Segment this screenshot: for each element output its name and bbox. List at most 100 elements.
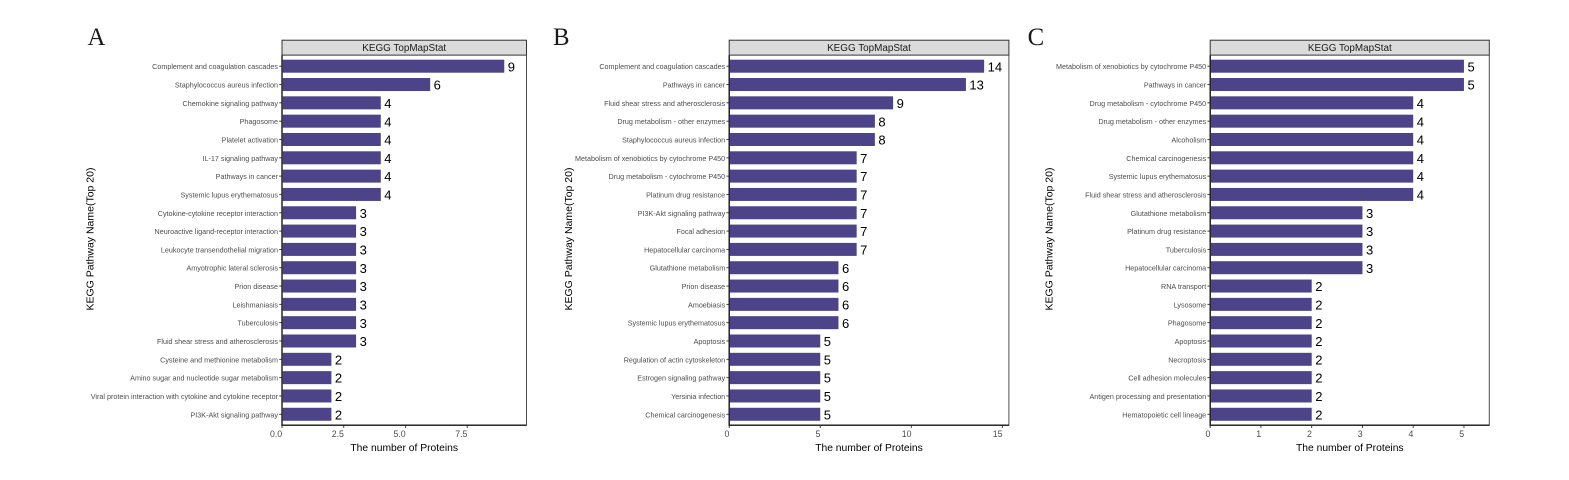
svg-text:2: 2 [335, 389, 342, 404]
svg-text:9: 9 [508, 59, 515, 74]
svg-text:Platinum drug resistance: Platinum drug resistance [1127, 227, 1206, 236]
svg-text:Tuberculosis: Tuberculosis [238, 319, 279, 328]
svg-text:Drug metabolism - other enzyme: Drug metabolism - other enzymes [617, 117, 725, 126]
svg-text:Prion disease: Prion disease [682, 282, 726, 291]
svg-text:5: 5 [816, 429, 821, 439]
svg-text:5: 5 [824, 334, 831, 349]
svg-text:Cytokine-cytokine receptor int: Cytokine-cytokine receptor interaction [158, 209, 278, 218]
svg-text:Pathways in cancer: Pathways in cancer [663, 81, 726, 90]
svg-text:2: 2 [1315, 297, 1322, 312]
svg-text:14: 14 [988, 59, 1002, 74]
svg-text:Phagosome: Phagosome [1168, 319, 1206, 328]
svg-text:Regulation of actin cytoskelet: Regulation of actin cytoskeleton [624, 355, 726, 364]
svg-text:3: 3 [1366, 243, 1373, 258]
svg-text:KEGG TopMapStat: KEGG TopMapStat [1308, 43, 1392, 54]
svg-text:4: 4 [1417, 169, 1424, 184]
svg-text:2.5: 2.5 [332, 429, 344, 439]
svg-text:Glutathione metabolism: Glutathione metabolism [1131, 209, 1207, 218]
svg-text:0: 0 [1205, 429, 1210, 439]
svg-text:KEGG TopMapStat: KEGG TopMapStat [362, 43, 446, 54]
svg-text:2: 2 [1315, 371, 1322, 386]
svg-text:B: B [553, 24, 570, 51]
svg-text:Amoebiasis: Amoebiasis [688, 300, 726, 309]
svg-text:PI3K-Akt signaling pathway: PI3K-Akt signaling pathway [191, 410, 279, 419]
svg-text:Staphylococcus aureus infectio: Staphylococcus aureus infection [175, 81, 278, 90]
svg-text:Apoptosis: Apoptosis [694, 337, 726, 346]
svg-text:Tuberculosis: Tuberculosis [1166, 245, 1207, 254]
svg-text:Complement and coagulation cas: Complement and coagulation cascades [599, 62, 725, 71]
svg-text:2: 2 [335, 352, 342, 367]
svg-text:3: 3 [360, 243, 367, 258]
svg-text:Glutathione metabolism: Glutathione metabolism [650, 264, 726, 273]
svg-text:Chemical carcinogenesis: Chemical carcinogenesis [645, 410, 725, 419]
svg-text:3: 3 [360, 334, 367, 349]
svg-text:Systemic lupus erythematosus: Systemic lupus erythematosus [628, 319, 726, 328]
svg-text:Staphylococcus aureus infectio: Staphylococcus aureus infection [622, 135, 725, 144]
svg-text:7: 7 [860, 151, 867, 166]
svg-text:6: 6 [842, 316, 849, 331]
svg-text:Fluid shear stress and atheros: Fluid shear stress and atherosclerosis [1085, 190, 1206, 199]
svg-text:Fluid shear stress and atheros: Fluid shear stress and atherosclerosis [604, 99, 725, 108]
svg-text:2: 2 [1315, 352, 1322, 367]
svg-text:1: 1 [1256, 429, 1261, 439]
svg-text:4: 4 [1408, 429, 1413, 439]
svg-text:7: 7 [860, 224, 867, 239]
svg-text:5: 5 [824, 407, 831, 422]
svg-text:5: 5 [1467, 59, 1474, 74]
svg-text:Estrogen signaling pathway: Estrogen signaling pathway [637, 374, 725, 383]
svg-text:Cysteine and methionine metabo: Cysteine and methionine metabolism [160, 355, 278, 364]
svg-text:2: 2 [335, 407, 342, 422]
svg-text:Leishmaniasis: Leishmaniasis [232, 300, 278, 309]
svg-text:KEGG TopMapStat: KEGG TopMapStat [827, 43, 911, 54]
svg-text:Lysosome: Lysosome [1174, 300, 1207, 309]
svg-text:4: 4 [1417, 188, 1424, 203]
svg-text:Metabolism of xenobiotics by c: Metabolism of xenobiotics by cytochrome … [575, 154, 725, 163]
svg-text:3: 3 [360, 206, 367, 221]
svg-text:A: A [88, 24, 106, 51]
svg-text:IL-17 signaling pathway: IL-17 signaling pathway [202, 154, 278, 163]
svg-text:2: 2 [1315, 407, 1322, 422]
svg-text:Drug metabolism - cytochrome P: Drug metabolism - cytochrome P450 [1090, 99, 1207, 108]
svg-text:3: 3 [1366, 224, 1373, 239]
svg-text:Amyotrophic lateral sclerosis: Amyotrophic lateral sclerosis [187, 264, 279, 273]
svg-text:5: 5 [1467, 78, 1474, 93]
svg-text:9: 9 [897, 96, 904, 111]
svg-text:Neuroactive ligand-receptor in: Neuroactive ligand-receptor interaction [155, 227, 278, 236]
svg-text:8: 8 [878, 114, 885, 129]
svg-text:6: 6 [842, 261, 849, 276]
svg-text:Antigen processing and present: Antigen processing and presentation [1090, 392, 1207, 401]
svg-text:5: 5 [824, 389, 831, 404]
svg-text:3: 3 [1366, 206, 1373, 221]
svg-text:2: 2 [335, 371, 342, 386]
svg-text:Focal adhesion: Focal adhesion [676, 227, 725, 236]
svg-text:C: C [1028, 24, 1045, 51]
svg-text:Systemic lupus erythematosus: Systemic lupus erythematosus [1109, 172, 1207, 181]
svg-text:Hepatocellular carcinoma: Hepatocellular carcinoma [1125, 264, 1206, 273]
svg-text:Hepatocellular carcinoma: Hepatocellular carcinoma [644, 245, 725, 254]
svg-text:3: 3 [1366, 261, 1373, 276]
svg-text:Phagosome: Phagosome [240, 117, 278, 126]
svg-text:4: 4 [1417, 114, 1424, 129]
svg-text:Fluid shear stress and atheros: Fluid shear stress and atherosclerosis [157, 337, 278, 346]
svg-text:3: 3 [360, 297, 367, 312]
svg-text:13: 13 [969, 78, 983, 93]
svg-text:6: 6 [842, 279, 849, 294]
svg-text:Cell adhesion molecules: Cell adhesion molecules [1128, 374, 1206, 383]
svg-text:0.0: 0.0 [270, 429, 282, 439]
svg-text:Pathways in cancer: Pathways in cancer [216, 172, 279, 181]
svg-text:4: 4 [384, 133, 391, 148]
svg-text:2: 2 [1307, 429, 1312, 439]
svg-text:6: 6 [434, 78, 441, 93]
svg-text:3: 3 [360, 316, 367, 331]
svg-text:The number of Proteins: The number of Proteins [350, 443, 458, 454]
svg-text:The number of Proteins: The number of Proteins [815, 443, 923, 454]
svg-text:4: 4 [384, 96, 391, 111]
svg-text:5: 5 [824, 371, 831, 386]
svg-text:Necroptosis: Necroptosis [1168, 355, 1206, 364]
svg-text:0: 0 [724, 429, 729, 439]
svg-text:Amino sugar and nucleotide sug: Amino sugar and nucleotide sugar metabol… [130, 374, 278, 383]
svg-text:7: 7 [860, 169, 867, 184]
svg-text:Complement and coagulation cas: Complement and coagulation cascades [152, 62, 278, 71]
svg-text:4: 4 [384, 188, 391, 203]
svg-text:2: 2 [1315, 334, 1322, 349]
